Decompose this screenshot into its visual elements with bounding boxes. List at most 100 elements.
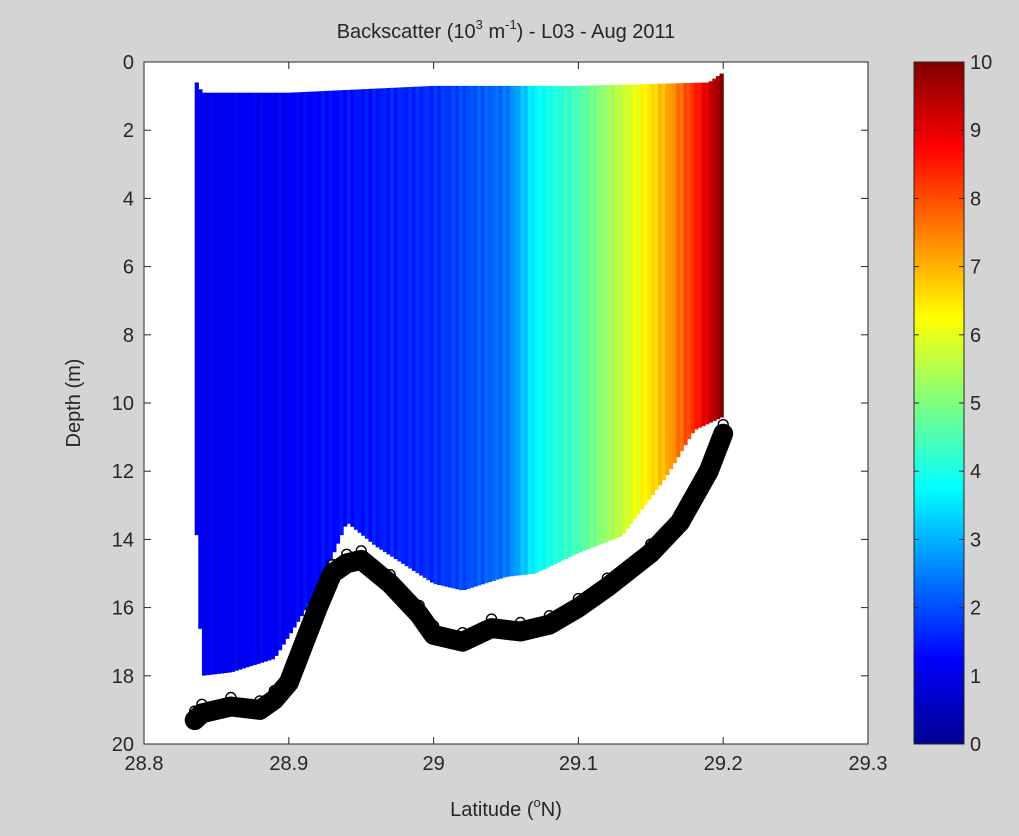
bottom-depth-marker — [355, 545, 367, 557]
bottom-depth-marker — [283, 667, 295, 680]
backscatter-strip — [277, 92, 283, 651]
backscatter-strip — [506, 85, 511, 577]
backscatter-strip — [227, 92, 232, 673]
bottom-depth-marker — [703, 456, 715, 468]
backscatter-strip — [335, 90, 341, 544]
y-axis: 0 2 4 6 8 10 12 14 16 18 20 — [112, 52, 868, 756]
backscatter-strip — [201, 92, 207, 676]
backscatter-strip — [491, 85, 496, 581]
backscatter-strip — [697, 82, 703, 428]
backscatter-strip — [375, 88, 380, 548]
bottom-depth-marker — [268, 684, 281, 697]
bottom-depth-marker — [413, 599, 425, 612]
x-tick-label: 29.2 — [704, 753, 743, 775]
backscatter-strip — [238, 92, 243, 670]
backscatter-strip — [415, 86, 420, 574]
backscatter-strip — [520, 85, 525, 575]
backscatter-strip — [339, 90, 344, 536]
backscatter-strip — [205, 92, 210, 676]
y-tick-label: 6 — [123, 257, 134, 279]
bottom-depth-marker — [225, 691, 237, 704]
colorbar-tick-label: 4 — [970, 461, 981, 483]
backscatter-strip — [690, 82, 695, 434]
backscatter-strip — [317, 91, 322, 587]
backscatter-strip — [328, 90, 333, 561]
backscatter-strip — [422, 86, 427, 578]
backscatter-strip — [379, 88, 384, 550]
backscatter-strip — [654, 83, 659, 491]
backscatter-strip — [643, 84, 648, 505]
y-axis-label: Depth (m) — [63, 359, 85, 448]
y-tick-label: 20 — [112, 734, 134, 756]
backscatter-strip — [433, 85, 438, 585]
colorbar — [913, 61, 965, 745]
backscatter-strip — [303, 91, 308, 611]
backscatter-strip — [542, 85, 547, 570]
backscatter-strip — [346, 89, 351, 524]
backscatter-strip — [715, 76, 721, 420]
x-axis-label: Latitude (oN) — [450, 795, 562, 821]
backscatter-strip — [625, 84, 630, 529]
backscatter-strip — [549, 85, 554, 566]
backscatter-strip — [687, 82, 692, 440]
y-tick-label: 2 — [123, 120, 134, 142]
bottom-depth-marker — [717, 418, 729, 431]
backscatter-strip — [556, 85, 561, 563]
backscatter-strip — [578, 85, 583, 553]
backscatter-strip — [252, 92, 257, 666]
backscatter-strip — [553, 85, 558, 565]
backscatter-strip — [274, 92, 279, 656]
backscatter-strip — [437, 85, 442, 586]
colorbar-tick-label: 1 — [970, 666, 981, 688]
backscatter-strip — [411, 86, 417, 571]
backscatter-strip — [712, 78, 717, 421]
colorbar-tick-label: 3 — [970, 529, 981, 551]
backscatter-strip — [600, 85, 605, 544]
chart-title: Backscatter (103 m-1) - L03 - Aug 2011 — [337, 17, 676, 43]
backscatter-strip — [516, 85, 522, 576]
backscatter-strip — [636, 84, 641, 515]
colorbar-tick-label: 7 — [970, 257, 981, 279]
backscatter-strip — [451, 85, 456, 589]
backscatter-strip — [480, 85, 485, 585]
x-tick-label: 29.1 — [559, 753, 598, 775]
backscatter-strip — [676, 83, 681, 458]
backscatter-strip — [701, 82, 706, 427]
backscatter-strip — [263, 92, 268, 662]
backscatter-strip — [650, 83, 656, 495]
y-tick-label: 12 — [112, 461, 134, 483]
backscatter-strip — [458, 85, 464, 591]
colorbar-tick-label: 9 — [970, 120, 981, 142]
backscatter-strip — [212, 92, 217, 675]
backscatter-strip — [487, 85, 493, 583]
backscatter-strip — [372, 88, 377, 545]
backscatter-strip — [234, 92, 239, 671]
x-tick-label: 29.3 — [849, 753, 888, 775]
bottom-depth-marker — [456, 627, 469, 639]
bottom-depth-marker — [341, 548, 353, 560]
backscatter-strip — [440, 85, 446, 586]
backscatter-strip — [364, 89, 370, 539]
backscatter-strip — [502, 85, 507, 578]
backscatter-strip — [639, 84, 645, 510]
bottom-depth-marker — [326, 558, 338, 571]
backscatter-strip — [484, 85, 489, 584]
backscatter-strip — [466, 85, 471, 589]
x-tick-label: 29 — [422, 753, 444, 775]
colorbar-tick-label: 6 — [970, 325, 981, 347]
backscatter-strip — [299, 92, 304, 617]
backscatter-strip — [256, 92, 261, 664]
backscatter-strip — [248, 92, 254, 667]
backscatter-strip — [343, 90, 348, 527]
backscatter-strip — [332, 90, 337, 553]
backscatter-strip — [527, 85, 532, 575]
bottom-depth-marker — [384, 569, 396, 581]
backscatter-strip — [220, 92, 225, 674]
bottom-depth-series — [184, 418, 734, 731]
backscatter-strip — [574, 85, 579, 554]
backscatter-strip — [694, 82, 699, 430]
backscatter-strip — [632, 84, 637, 520]
bottom-depth-marker — [674, 507, 686, 520]
backscatter-strip — [621, 84, 627, 534]
